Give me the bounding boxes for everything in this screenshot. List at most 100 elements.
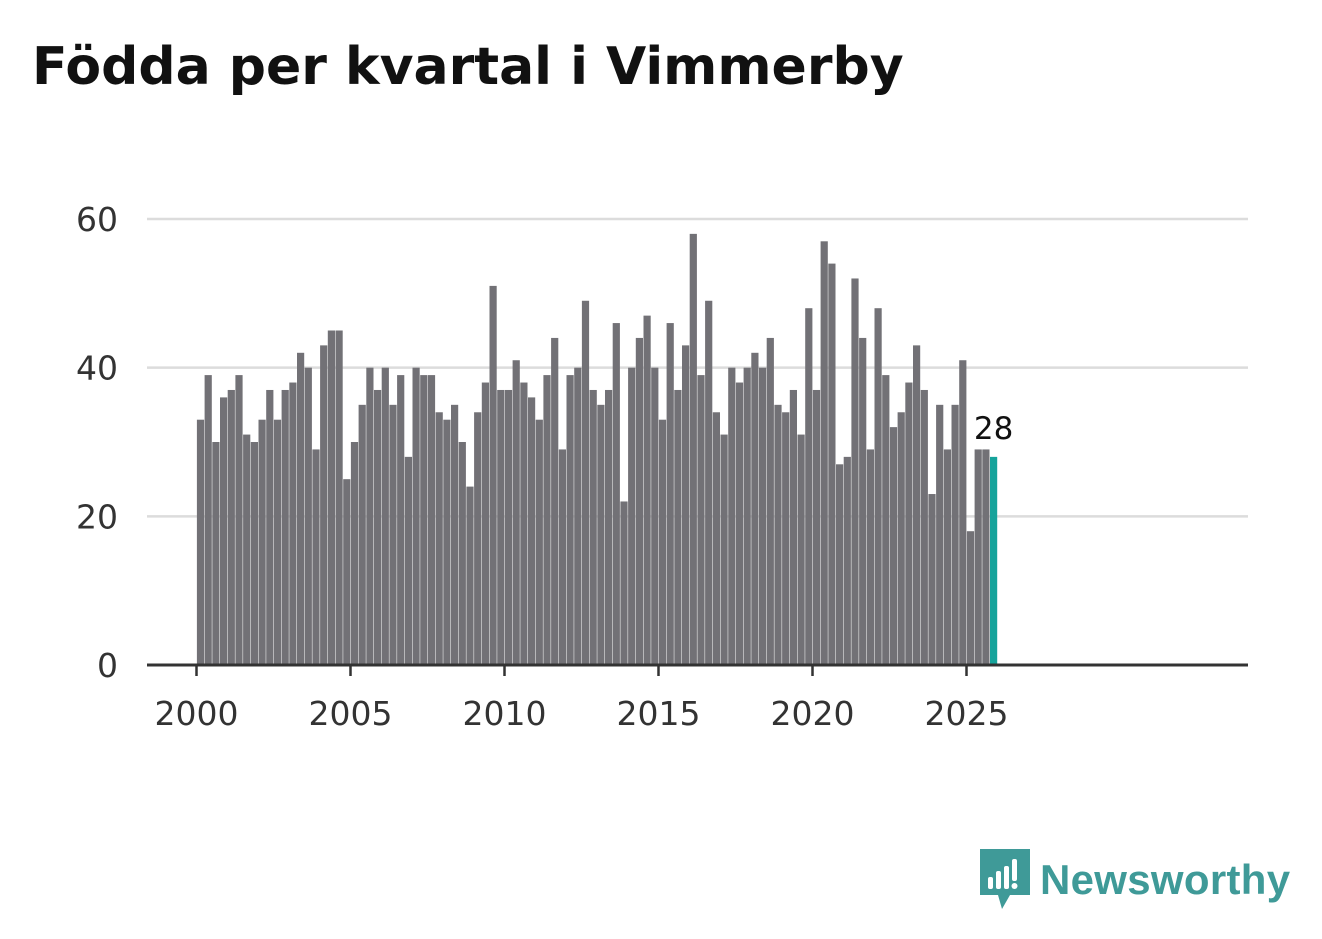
bar-2010-q2 xyxy=(512,360,520,665)
bar-2019-q2 xyxy=(789,389,797,665)
bar-2001-q1 xyxy=(227,389,235,665)
bar-2007-q1 xyxy=(412,367,420,665)
bar-2002-q1 xyxy=(258,419,266,665)
y-tick-label-40: 40 xyxy=(76,349,118,388)
value-label-latest: 28 xyxy=(974,411,1013,447)
bar-2006-q1 xyxy=(381,367,389,665)
bar-2020-q4 xyxy=(836,464,844,665)
x-tick-label-2005: 2005 xyxy=(309,694,393,733)
bar-2017-q1 xyxy=(720,434,728,665)
tick-labels: 0 20 40 60 2000 2005 2010 2015 2020 2025 28 xyxy=(76,200,1013,733)
bar-2008-q4 xyxy=(466,486,474,665)
bar-2024-q4 xyxy=(959,360,967,665)
bar-2018-q3 xyxy=(766,337,774,665)
bar-2000-q3 xyxy=(212,442,220,665)
bar-2021-q1 xyxy=(843,456,851,665)
bar-2017-q2 xyxy=(728,367,736,665)
bar-2010-q1 xyxy=(504,389,513,665)
bar-2010-q4 xyxy=(528,397,536,665)
bar-2024-q2 xyxy=(943,449,951,665)
bar-2004-q2 xyxy=(327,330,335,665)
brand-name: Newsworthy xyxy=(1040,856,1291,903)
bar-2016-q4 xyxy=(712,412,720,665)
bar-2009-q3 xyxy=(489,285,497,665)
bar-2006-q4 xyxy=(404,456,412,665)
bar-2020-q3 xyxy=(828,263,836,665)
bar-2024-q3 xyxy=(951,404,959,665)
bar-2001-q2 xyxy=(235,375,243,665)
bar-2001-q3 xyxy=(243,434,251,665)
bar-2000-q2 xyxy=(204,375,212,665)
bar-2018-q4 xyxy=(774,404,782,665)
bar-2001-q4 xyxy=(250,442,258,665)
bar-2006-q3 xyxy=(397,375,405,665)
bar-2020-q2 xyxy=(820,241,828,666)
bar-2014-q2 xyxy=(635,337,643,665)
bar-2022-q3 xyxy=(889,427,898,665)
bar-2025-q1 xyxy=(966,531,975,665)
bar-2019-q3 xyxy=(797,434,805,665)
bar-2017-q4 xyxy=(743,367,751,665)
bar-2023-q2 xyxy=(913,345,921,665)
chart-title: Födda per kvartal i Vimmerby xyxy=(32,37,904,97)
bar-2012-q2 xyxy=(574,367,582,665)
bar-2013-q1 xyxy=(597,404,605,665)
bar-2005-q4 xyxy=(374,389,382,665)
bar-2013-q4 xyxy=(620,501,628,665)
x-tick-label-2015: 2015 xyxy=(617,694,701,733)
bar-2019-q4 xyxy=(805,308,813,665)
bar-2005-q3 xyxy=(366,367,374,665)
bar-2008-q1 xyxy=(443,419,451,665)
bar-2004-q4 xyxy=(343,479,351,665)
bar-2007-q3 xyxy=(427,375,436,665)
bar-2016-q1 xyxy=(689,233,697,665)
bar-2012-q3 xyxy=(581,300,590,665)
bar-2013-q3 xyxy=(612,323,620,665)
bar-2019-q1 xyxy=(782,412,790,665)
x-axis xyxy=(147,663,1248,676)
newsworthy-logo-icon xyxy=(980,849,1030,909)
bar-2015-q3 xyxy=(674,389,682,665)
bar-2013-q2 xyxy=(605,389,613,665)
bar-2022-q2 xyxy=(882,375,890,665)
bar-2007-q4 xyxy=(435,412,443,665)
bar-2021-q3 xyxy=(859,337,867,665)
bar-2015-q2 xyxy=(666,323,674,665)
bar-2021-q2 xyxy=(851,278,859,665)
bar-2003-q2 xyxy=(297,352,305,665)
bar-2016-q2 xyxy=(697,375,705,665)
x-tick-label-2020: 2020 xyxy=(771,694,855,733)
bar-2023-q1 xyxy=(905,382,913,665)
bar-2014-q4 xyxy=(651,367,659,665)
bar-2020-q1 xyxy=(812,389,821,665)
bar-2009-q2 xyxy=(481,382,489,665)
bar-2021-q4 xyxy=(866,449,874,665)
bar-2011-q3 xyxy=(551,337,559,665)
bar-2014-q1 xyxy=(628,367,636,665)
bar-2000-q4 xyxy=(220,397,228,665)
bar-2009-q1 xyxy=(474,412,482,665)
bar-2004-q3 xyxy=(335,330,343,665)
bar-2003-q3 xyxy=(304,367,312,665)
bar-2014-q3 xyxy=(643,315,651,665)
bar-2025-q2 xyxy=(974,449,982,665)
bar-2012-q4 xyxy=(589,389,597,665)
x-tick-label-2000: 2000 xyxy=(155,694,239,733)
x-tick-label-2010: 2010 xyxy=(463,694,547,733)
bar-series xyxy=(196,233,998,666)
y-tick-label-0: 0 xyxy=(97,646,118,685)
bar-2018-q2 xyxy=(759,367,767,665)
bar-2008-q3 xyxy=(458,442,466,665)
y-tick-label-60: 60 xyxy=(76,200,118,239)
bar-2008-q2 xyxy=(451,404,459,665)
bar-2007-q2 xyxy=(420,375,428,665)
bar-2024-q1 xyxy=(936,404,944,665)
newsworthy-logo[interactable]: Newsworthy xyxy=(980,848,1290,912)
bar-2003-q4 xyxy=(312,449,320,665)
bar-2012-q1 xyxy=(566,375,574,665)
bar-2009-q4 xyxy=(497,389,505,665)
bar-2002-q4 xyxy=(281,389,289,665)
bar-2022-q4 xyxy=(897,412,905,665)
x-tick-label-2025: 2025 xyxy=(925,694,1009,733)
bar-2016-q3 xyxy=(705,300,713,665)
